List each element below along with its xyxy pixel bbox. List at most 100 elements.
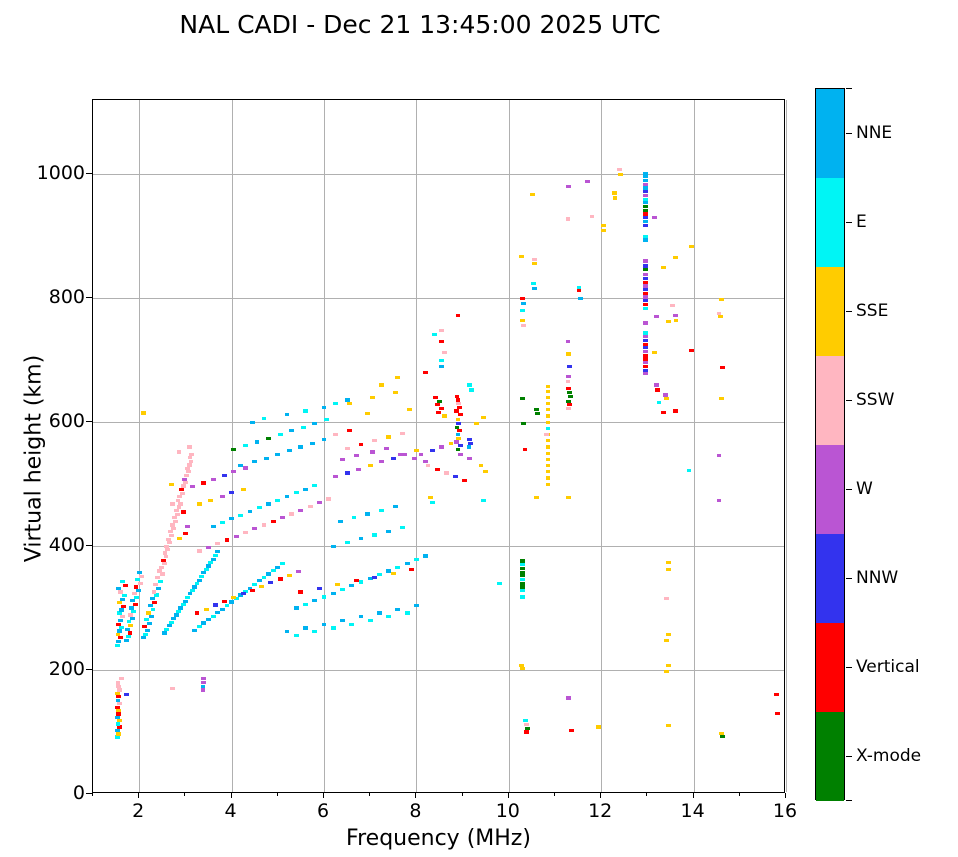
data-point bbox=[182, 477, 187, 481]
data-point bbox=[231, 470, 237, 474]
data-point bbox=[118, 590, 124, 594]
data-point bbox=[170, 527, 176, 531]
x-axis-tick bbox=[785, 793, 786, 798]
data-point bbox=[400, 525, 405, 530]
data-point bbox=[467, 437, 472, 442]
data-point bbox=[330, 626, 336, 630]
data-point bbox=[166, 623, 172, 628]
data-point bbox=[117, 618, 123, 623]
data-point bbox=[120, 615, 125, 619]
data-point bbox=[612, 196, 618, 200]
data-point bbox=[167, 540, 173, 545]
data-point bbox=[719, 734, 725, 738]
data-point bbox=[434, 467, 440, 471]
colorbar-label-x-mode: X-mode bbox=[856, 745, 922, 766]
x-axis-tick bbox=[507, 793, 509, 798]
data-point bbox=[162, 551, 168, 555]
colorbar-segment-w bbox=[816, 445, 844, 534]
data-point bbox=[189, 485, 195, 489]
data-point bbox=[210, 557, 216, 561]
data-point bbox=[310, 441, 315, 445]
data-point bbox=[358, 442, 364, 447]
colorbar-segment-nnw bbox=[816, 534, 844, 623]
data-point bbox=[545, 476, 551, 480]
data-point bbox=[337, 519, 343, 523]
colorbar-tick bbox=[846, 310, 852, 312]
data-point bbox=[231, 595, 237, 600]
data-point bbox=[661, 265, 666, 269]
data-point bbox=[534, 496, 539, 500]
data-point bbox=[201, 571, 207, 575]
data-point bbox=[293, 633, 299, 637]
data-point bbox=[672, 314, 678, 318]
data-point bbox=[377, 611, 382, 615]
data-point bbox=[115, 586, 121, 590]
data-point bbox=[275, 565, 281, 569]
data-point bbox=[201, 680, 207, 685]
data-point bbox=[483, 470, 489, 474]
data-point bbox=[642, 208, 648, 212]
data-point bbox=[196, 502, 202, 506]
data-point bbox=[531, 258, 537, 262]
data-point bbox=[146, 611, 151, 615]
data-point bbox=[774, 693, 780, 697]
data-point bbox=[303, 487, 308, 491]
data-point bbox=[177, 537, 183, 541]
data-point bbox=[124, 627, 130, 631]
x-axis-tick-label: 8 bbox=[409, 800, 422, 822]
data-point bbox=[117, 629, 123, 633]
data-point bbox=[545, 457, 551, 461]
data-point bbox=[386, 435, 392, 439]
data-point bbox=[395, 607, 401, 611]
data-point bbox=[222, 599, 228, 603]
data-point bbox=[664, 669, 670, 673]
data-point bbox=[576, 285, 582, 289]
data-point bbox=[139, 574, 144, 579]
data-point bbox=[266, 502, 271, 506]
data-point bbox=[136, 571, 142, 575]
data-point bbox=[664, 638, 670, 642]
colorbar-boundary-tick bbox=[846, 88, 852, 89]
data-point bbox=[206, 618, 211, 622]
data-point bbox=[133, 585, 139, 589]
y-axis-tick-label: 1000 bbox=[36, 162, 85, 185]
data-point bbox=[169, 533, 174, 538]
data-point bbox=[642, 372, 648, 376]
data-point bbox=[298, 590, 304, 594]
data-point bbox=[521, 323, 526, 328]
data-point bbox=[642, 357, 648, 361]
gridline-vertical bbox=[601, 100, 603, 792]
x-axis-tick-label: 14 bbox=[680, 800, 705, 822]
page-title: NAL CADI - Dec 21 13:45:00 2025 UTC bbox=[179, 10, 661, 39]
data-point bbox=[116, 732, 122, 736]
data-point bbox=[427, 496, 433, 500]
data-point bbox=[372, 439, 378, 443]
data-point bbox=[545, 451, 551, 455]
data-point bbox=[716, 311, 722, 315]
data-point bbox=[370, 395, 375, 400]
data-point bbox=[203, 607, 209, 611]
gridline-horizontal bbox=[93, 670, 784, 672]
data-point bbox=[469, 388, 475, 392]
data-point bbox=[254, 440, 260, 444]
data-point bbox=[545, 470, 551, 474]
data-point bbox=[145, 628, 150, 633]
colorbar-label-w: W bbox=[856, 478, 873, 499]
data-point bbox=[115, 692, 120, 696]
data-point bbox=[252, 582, 258, 587]
data-point bbox=[335, 582, 341, 587]
data-point bbox=[344, 540, 350, 545]
data-point bbox=[672, 255, 678, 259]
colorbar-tick bbox=[846, 755, 852, 757]
data-point bbox=[165, 548, 171, 552]
x-axis-tick bbox=[230, 793, 232, 798]
data-point bbox=[642, 212, 648, 216]
data-point bbox=[397, 452, 403, 457]
gridline-vertical bbox=[693, 100, 695, 792]
data-point bbox=[121, 604, 126, 608]
colorbar-tick bbox=[846, 221, 852, 223]
data-point bbox=[286, 449, 292, 453]
data-point bbox=[229, 491, 235, 495]
data-point bbox=[642, 238, 648, 242]
data-point bbox=[642, 190, 648, 194]
